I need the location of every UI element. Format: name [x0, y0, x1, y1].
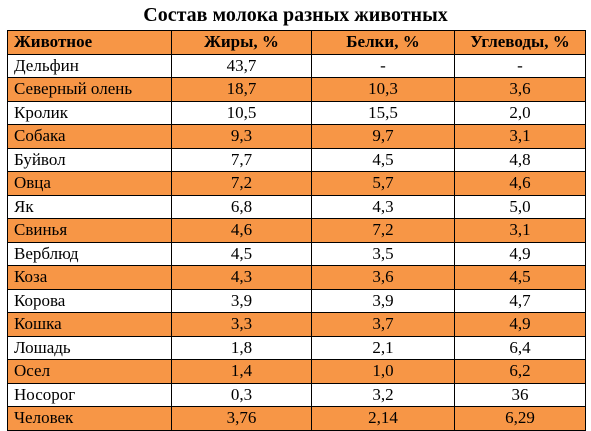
- table-body: Дельфин 43,7 - - Северный олень 18,7 10,…: [7, 53, 586, 431]
- table-row: Свинья 4,6 7,2 3,1: [7, 218, 586, 243]
- proteins-cell: 2,14: [311, 406, 455, 431]
- fats-cell: 3,76: [171, 406, 312, 431]
- animal-cell: Свинья: [7, 218, 172, 243]
- proteins-cell: 5,7: [311, 171, 455, 196]
- animal-cell: Верблюд: [7, 241, 172, 266]
- carbohydrates-cell: 3,1: [454, 124, 586, 149]
- animal-cell: Человек: [7, 406, 172, 431]
- table-row: Верблюд 4,5 3,5 4,9: [7, 241, 586, 266]
- proteins-cell: -: [311, 53, 455, 78]
- animal-cell: Осел: [7, 359, 172, 384]
- page-title: Состав молока разных животных: [143, 4, 448, 26]
- milk-composition-table: Животное Жиры, % Белки, % Углеводы, % Де…: [7, 30, 586, 431]
- carbohydrates-cell: 3,1: [454, 218, 586, 243]
- proteins-cell: 3,7: [311, 312, 455, 337]
- header-fats: Жиры, %: [171, 30, 312, 55]
- fats-cell: 7,2: [171, 171, 312, 196]
- fats-cell: 3,9: [171, 288, 312, 313]
- header-proteins: Белки, %: [311, 30, 455, 55]
- proteins-cell: 10,3: [311, 77, 455, 102]
- proteins-cell: 4,5: [311, 147, 455, 172]
- table-row: Носорог 0,3 3,2 36: [7, 382, 586, 407]
- carbohydrates-cell: 36: [454, 382, 586, 407]
- proteins-cell: 15,5: [311, 100, 455, 125]
- fats-cell: 4,6: [171, 218, 312, 243]
- proteins-cell: 3,5: [311, 241, 455, 266]
- table-row: Корова 3,9 3,9 4,7: [7, 288, 586, 313]
- fats-cell: 4,3: [171, 265, 312, 290]
- carbohydrates-cell: 6,4: [454, 335, 586, 360]
- fats-cell: 0,3: [171, 382, 312, 407]
- carbohydrates-cell: 4,9: [454, 241, 586, 266]
- proteins-cell: 3,9: [311, 288, 455, 313]
- carbohydrates-cell: -: [454, 53, 586, 78]
- fats-cell: 7,7: [171, 147, 312, 172]
- animal-cell: Овца: [7, 171, 172, 196]
- table-row: Овца 7,2 5,7 4,6: [7, 171, 586, 196]
- table-row: Буйвол 7,7 4,5 4,8: [7, 147, 586, 172]
- table-row: Человек 3,76 2,14 6,29: [7, 406, 586, 431]
- table-row: Осел 1,4 1,0 6,2: [7, 359, 586, 384]
- table-row: Кошка 3,3 3,7 4,9: [7, 312, 586, 337]
- animal-cell: Буйвол: [7, 147, 172, 172]
- animal-cell: Як: [7, 194, 172, 219]
- fats-cell: 10,5: [171, 100, 312, 125]
- animal-cell: Кошка: [7, 312, 172, 337]
- table-row: Коза 4,3 3,6 4,5: [7, 265, 586, 290]
- fats-cell: 43,7: [171, 53, 312, 78]
- animal-cell: Собака: [7, 124, 172, 149]
- table-row: Дельфин 43,7 - -: [7, 53, 586, 78]
- proteins-cell: 7,2: [311, 218, 455, 243]
- carbohydrates-cell: 6,29: [454, 406, 586, 431]
- animal-cell: Корова: [7, 288, 172, 313]
- carbohydrates-cell: 4,8: [454, 147, 586, 172]
- header-carbohydrates: Углеводы, %: [454, 30, 586, 55]
- carbohydrates-cell: 3,6: [454, 77, 586, 102]
- fats-cell: 1,8: [171, 335, 312, 360]
- table-row: Собака 9,3 9,7 3,1: [7, 124, 586, 149]
- animal-cell: Кролик: [7, 100, 172, 125]
- animal-cell: Северный олень: [7, 77, 172, 102]
- carbohydrates-cell: 4,6: [454, 171, 586, 196]
- fats-cell: 1,4: [171, 359, 312, 384]
- carbohydrates-cell: 5,0: [454, 194, 586, 219]
- animal-cell: Дельфин: [7, 53, 172, 78]
- fats-cell: 18,7: [171, 77, 312, 102]
- table-row: Северный олень 18,7 10,3 3,6: [7, 77, 586, 102]
- table-row: Кролик 10,5 15,5 2,0: [7, 100, 586, 125]
- animal-cell: Носорог: [7, 382, 172, 407]
- carbohydrates-cell: 6,2: [454, 359, 586, 384]
- proteins-cell: 3,6: [311, 265, 455, 290]
- proteins-cell: 3,2: [311, 382, 455, 407]
- table-row: Як 6,8 4,3 5,0: [7, 194, 586, 219]
- proteins-cell: 2,1: [311, 335, 455, 360]
- proteins-cell: 9,7: [311, 124, 455, 149]
- fats-cell: 3,3: [171, 312, 312, 337]
- carbohydrates-cell: 4,7: [454, 288, 586, 313]
- fats-cell: 4,5: [171, 241, 312, 266]
- carbohydrates-cell: 2,0: [454, 100, 586, 125]
- carbohydrates-cell: 4,9: [454, 312, 586, 337]
- fats-cell: 6,8: [171, 194, 312, 219]
- table-header-row: Животное Жиры, % Белки, % Углеводы, %: [7, 30, 586, 55]
- proteins-cell: 4,3: [311, 194, 455, 219]
- fats-cell: 9,3: [171, 124, 312, 149]
- animal-cell: Лошадь: [7, 335, 172, 360]
- header-animal: Животное: [7, 30, 172, 55]
- table-row: Лошадь 1,8 2,1 6,4: [7, 335, 586, 360]
- animal-cell: Коза: [7, 265, 172, 290]
- carbohydrates-cell: 4,5: [454, 265, 586, 290]
- proteins-cell: 1,0: [311, 359, 455, 384]
